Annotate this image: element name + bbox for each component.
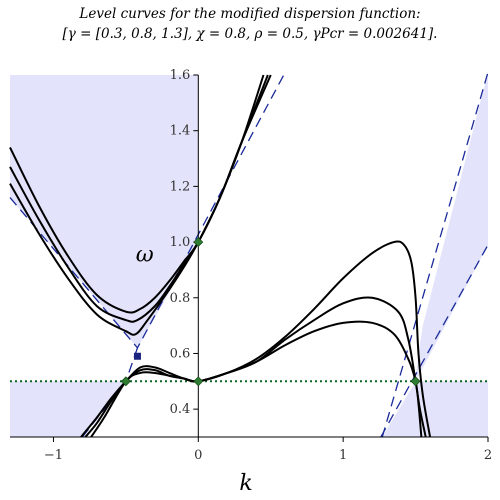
shaded-region bbox=[382, 381, 488, 437]
x-axis-label: k bbox=[239, 471, 252, 496]
y-tick-label: 1.2 bbox=[170, 179, 191, 194]
special-point-marker bbox=[133, 352, 141, 360]
y-tick-label: 0.4 bbox=[170, 402, 191, 417]
shaded-region bbox=[415, 72, 488, 382]
x-tick-label: 1 bbox=[339, 448, 347, 463]
chart-title-line1: Level curves for the modified dispersion… bbox=[79, 6, 421, 22]
chart-title-line2: [γ = [0.3, 0.8, 1.3], χ = 0.8, ρ = 0.5, … bbox=[62, 26, 438, 42]
y-tick-label: 1.4 bbox=[170, 124, 191, 139]
y-tick-label: 0.8 bbox=[170, 291, 191, 306]
y-tick-label: 1.0 bbox=[170, 235, 191, 250]
x-tick-label: 2 bbox=[484, 448, 492, 463]
critical-point-marker bbox=[193, 376, 204, 387]
y-tick-label: 1.6 bbox=[170, 68, 191, 83]
critical-point-marker bbox=[193, 237, 204, 248]
critical-point-marker bbox=[120, 376, 131, 387]
level-curve bbox=[90, 320, 423, 438]
asymptote-line bbox=[9, 74, 285, 350]
x-tick-label: 0 bbox=[194, 448, 202, 463]
y-tick-label: 0.6 bbox=[170, 346, 191, 361]
chart-title: Level curves for the modified dispersion… bbox=[0, 4, 500, 44]
shaded-region bbox=[10, 381, 126, 437]
level-curve bbox=[9, 74, 272, 336]
y-axis-label: ω bbox=[136, 243, 154, 268]
x-tick-label: −1 bbox=[44, 448, 63, 463]
shaded-region bbox=[10, 75, 199, 348]
critical-point-marker bbox=[410, 376, 421, 387]
asymptote-line bbox=[380, 244, 489, 438]
